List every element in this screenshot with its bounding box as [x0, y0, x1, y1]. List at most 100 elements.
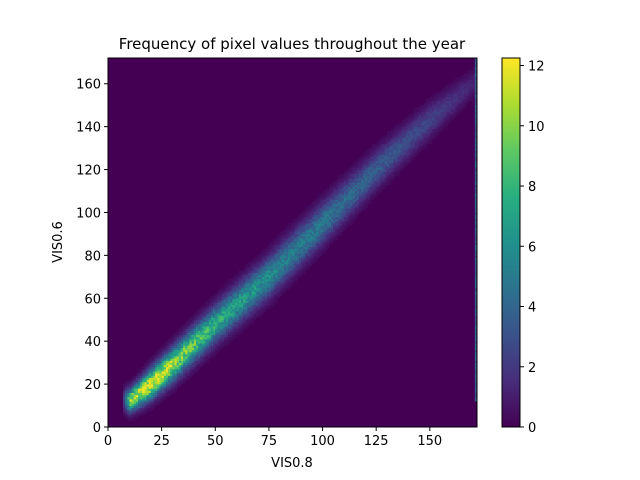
heatmap-cell: [309, 259, 313, 263]
heatmap-cell: [213, 324, 216, 327]
heatmap-cell: [386, 156, 390, 160]
heatmap-cell: [247, 321, 250, 325]
heatmap-cell: [247, 270, 250, 273]
heatmap-cell: [294, 278, 298, 282]
heatmap-cell: [163, 354, 167, 357]
heatmap-cell: [374, 171, 377, 175]
heatmap-cell: [176, 330, 180, 333]
heatmap-cell: [466, 92, 469, 95]
heatmap-cell: [251, 298, 255, 301]
heatmap-cell: [208, 317, 212, 321]
heatmap-cell: [335, 193, 338, 196]
heatmap-cell: [440, 96, 443, 100]
heatmap-cell: [273, 300, 276, 303]
heatmap-cell: [365, 206, 368, 209]
heatmap-cell: [416, 120, 420, 123]
heatmap-cell: [150, 407, 154, 411]
heatmap-cell: [236, 285, 240, 288]
heatmap-cell: [268, 261, 272, 265]
heatmap-cell: [144, 405, 147, 408]
heatmap-cell: [446, 83, 450, 87]
heatmap-cell: [391, 139, 394, 142]
heatmap-cell: [404, 128, 407, 132]
heatmap-cell: [307, 212, 310, 215]
heatmap-cell: [144, 373, 147, 376]
heatmap-cell: [359, 178, 362, 181]
heatmap-cell: [170, 375, 173, 378]
heatmap-cell: [210, 343, 214, 346]
heatmap-cell: [464, 83, 467, 87]
heatmap-cell: [337, 203, 340, 207]
heatmap-cell: [363, 178, 366, 181]
heatmap-cell: [346, 223, 349, 226]
heatmap-cell: [236, 296, 240, 299]
heatmap-cell: [348, 197, 351, 200]
heatmap-cell: [260, 263, 263, 267]
heatmap-cell: [371, 195, 375, 198]
heatmap-cell: [382, 186, 386, 190]
heatmap-cell: [217, 328, 220, 331]
heatmap-cell: [288, 229, 291, 233]
heatmap-cell: [376, 182, 379, 185]
heatmap-cell: [266, 266, 270, 269]
heatmap-cell: [187, 334, 190, 338]
heatmap-cell: [457, 107, 461, 110]
heatmap-cell: [135, 411, 139, 415]
heatmap-cell: [206, 341, 210, 344]
heatmap-cell: [277, 272, 280, 275]
heatmap-cell: [361, 165, 364, 168]
heatmap-cell: [331, 199, 334, 203]
heatmap-cell: [178, 379, 182, 383]
heatmap-cell: [294, 261, 298, 265]
heatmap-cell: [195, 330, 199, 333]
heatmap-cell: [410, 137, 413, 140]
heatmap-cell: [406, 139, 409, 142]
heatmap-cell: [123, 405, 126, 408]
heatmap-cell: [436, 105, 439, 108]
heatmap-cell: [208, 313, 212, 316]
heatmap-cell: [281, 291, 285, 295]
heatmap-cell: [408, 145, 411, 149]
heatmap-cell: [155, 399, 158, 402]
heatmap-cell: [249, 274, 253, 278]
heatmap-cell: [191, 358, 195, 361]
heatmap-cell: [374, 175, 377, 179]
heatmap-cell: [266, 291, 270, 295]
heatmap-cell: [369, 152, 373, 155]
heatmap-cell: [408, 130, 411, 134]
heatmap-cell: [230, 296, 233, 299]
heatmap-cell: [262, 270, 265, 273]
heatmap-cell: [236, 274, 240, 278]
heatmap-cell: [146, 371, 150, 374]
heatmap-cell: [416, 126, 420, 130]
heatmap-cell: [359, 180, 362, 183]
heatmap-cell: [346, 175, 349, 179]
heatmap-cell: [221, 300, 225, 303]
heatmap-cell: [155, 356, 158, 359]
heatmap-cell: [150, 356, 154, 359]
heatmap-cell: [292, 231, 295, 235]
heatmap-cell: [219, 306, 223, 310]
heatmap-cell: [223, 339, 227, 342]
saturation-column-cell: [474, 81, 477, 85]
heatmap-cell: [406, 152, 409, 155]
heatmap-cell: [350, 193, 353, 196]
heatmap-cell: [219, 309, 223, 312]
heatmap-cell: [350, 195, 353, 198]
heatmap-cell: [313, 238, 317, 241]
heatmap-cell: [401, 141, 405, 145]
heatmap-cell: [453, 113, 456, 117]
heatmap-cell: [393, 169, 396, 173]
heatmap-cell: [363, 163, 366, 166]
heatmap-cell: [399, 150, 403, 153]
heatmap-cell: [301, 259, 304, 263]
heatmap-cell: [228, 334, 231, 338]
heatmap-cell: [189, 330, 192, 333]
heatmap-cell: [172, 345, 175, 348]
heatmap-cell: [410, 154, 413, 157]
heatmap-cell: [247, 298, 250, 301]
heatmap-cell: [303, 266, 306, 269]
heatmap-cell: [200, 328, 203, 331]
heatmap-cell: [258, 270, 261, 273]
heatmap-cell: [337, 225, 340, 228]
